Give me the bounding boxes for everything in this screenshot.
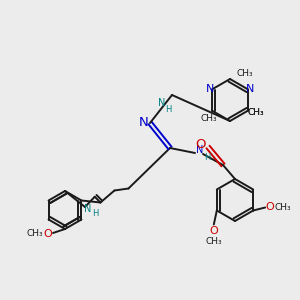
Text: CH₃: CH₃	[27, 230, 43, 238]
Text: CH₃: CH₃	[275, 203, 292, 212]
Text: H: H	[204, 152, 210, 161]
Text: O: O	[209, 226, 218, 236]
Text: N: N	[158, 98, 166, 108]
Text: H: H	[165, 106, 171, 115]
Text: N: N	[206, 83, 214, 94]
Text: H: H	[92, 208, 98, 217]
Text: N: N	[84, 204, 92, 214]
Text: CH₃: CH₃	[237, 70, 253, 79]
Text: N: N	[246, 83, 254, 94]
Text: CH₃: CH₃	[248, 108, 265, 117]
Text: O: O	[266, 202, 274, 212]
Text: N: N	[196, 145, 204, 155]
Text: O: O	[196, 139, 206, 152]
Text: N: N	[139, 116, 149, 128]
Text: CH₃: CH₃	[200, 114, 217, 123]
Text: CH₃: CH₃	[248, 108, 265, 117]
Text: O: O	[44, 229, 52, 239]
Text: CH₃: CH₃	[206, 237, 222, 246]
